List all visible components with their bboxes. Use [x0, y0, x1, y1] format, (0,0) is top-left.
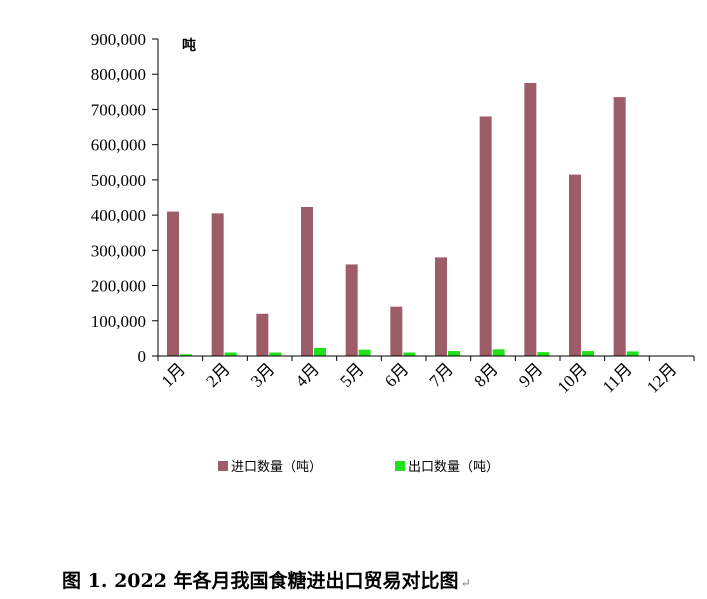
bar-series-2 — [626, 351, 639, 356]
y-tick-label: 400,000 — [91, 206, 146, 225]
bar-series-2 — [224, 352, 237, 356]
bar-series-2 — [537, 352, 550, 356]
x-axis: 1月 2月 3月 4月 5月 6月 7月 8月 9月 10月 11月 12月 — [157, 355, 695, 397]
x-tick-label: 2月 — [202, 359, 233, 390]
bar-series-1 — [524, 83, 537, 357]
bar-series-1 — [390, 306, 403, 356]
chart: 0 100,000 200,000 300,000 400,000 500,000 600,… — [91, 30, 695, 475]
bar-series-1 — [345, 264, 358, 356]
y-tick-label: 900,000 — [91, 30, 146, 49]
bars — [167, 83, 639, 357]
figure-caption: 图 1. 2022 年各月我国食糖进出口贸易对比图 ↵ — [62, 566, 471, 593]
legend-label: 进口数量（吨） — [231, 460, 322, 475]
y-tick-label: 200,000 — [91, 277, 146, 296]
x-tick-label: 7月 — [426, 359, 457, 390]
x-tick-label: 4月 — [292, 359, 323, 390]
y-axis: 0 100,000 200,000 300,000 400,000 500,000 600,… — [91, 30, 159, 366]
bar-series-1 — [479, 116, 492, 356]
x-tick-label: 10月 — [554, 359, 591, 396]
x-tick-label: 12月 — [643, 359, 680, 396]
legend-swatch — [395, 461, 405, 471]
return-mark: ↵ — [460, 576, 471, 590]
y-tick-label: 0 — [138, 347, 147, 366]
bar-series-2 — [582, 351, 594, 356]
x-tick-label: 8月 — [470, 359, 501, 390]
y-tick-label: 700,000 — [91, 100, 146, 119]
legend-label: 出口数量（吨） — [408, 460, 499, 475]
bar-series-1 — [211, 213, 224, 356]
bar-series-2 — [403, 352, 416, 356]
y-tick-label: 600,000 — [91, 136, 146, 155]
bar-series-1 — [569, 174, 581, 356]
y-tick-label: 800,000 — [91, 65, 146, 84]
legend: 进口数量（吨） 出口数量（吨） — [218, 460, 499, 475]
bar-series-1 — [435, 257, 447, 356]
bar-series-2 — [492, 349, 505, 356]
bar-series-1 — [301, 207, 313, 356]
bar-series-2 — [180, 354, 192, 356]
bar-series-2 — [269, 352, 282, 356]
x-tick-label: 3月 — [247, 359, 278, 390]
x-tick-label: 1月 — [158, 359, 189, 390]
x-tick-label: 9月 — [515, 359, 546, 390]
bar-series-2 — [448, 351, 460, 356]
y-tick-label: 100,000 — [91, 312, 146, 331]
bar-series-1 — [613, 97, 626, 356]
x-tick-label: 11月 — [599, 359, 636, 396]
bar-series-2 — [358, 349, 371, 356]
bar-series-1 — [167, 211, 179, 356]
bar-series-1 — [256, 313, 269, 356]
legend-swatch — [218, 461, 228, 471]
y-tick-label: 500,000 — [91, 171, 146, 190]
caption-text: 图 1. 2022 年各月我国食糖进出口贸易对比图 — [62, 570, 459, 592]
bar-series-2 — [314, 347, 326, 356]
x-tick-label: 5月 — [336, 359, 367, 390]
y-unit-label: 吨 — [182, 37, 196, 54]
x-tick-label: 6月 — [381, 359, 412, 390]
y-tick-label: 300,000 — [91, 241, 146, 260]
